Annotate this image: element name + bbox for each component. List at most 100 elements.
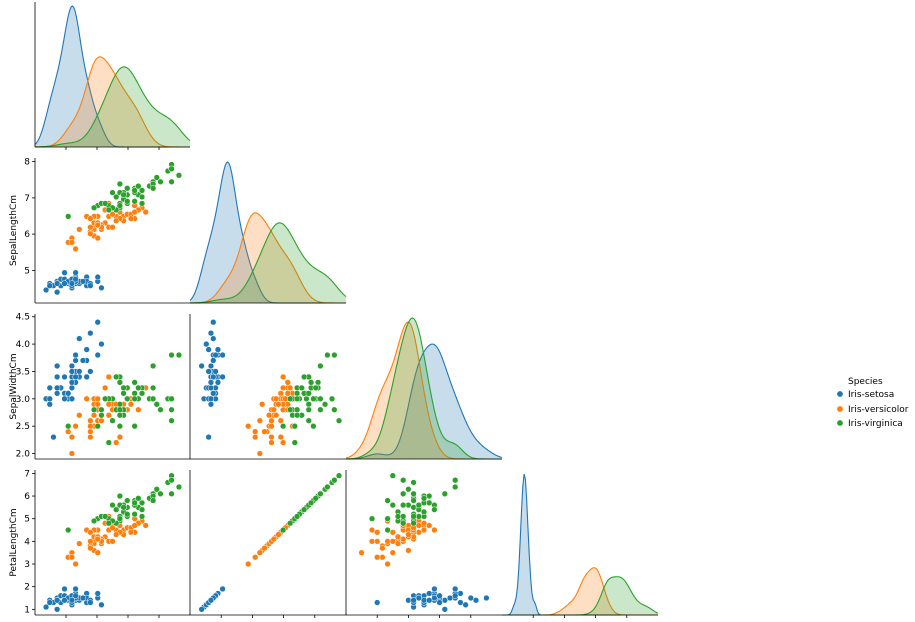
point-iris-virginica: [405, 501, 412, 509]
point-iris-versicolor: [127, 401, 135, 408]
point-iris-setosa: [210, 335, 217, 342]
point-iris-setosa: [98, 340, 105, 348]
point-iris-setosa: [46, 282, 53, 289]
point-iris-setosa: [426, 597, 433, 604]
point-iris-virginica: [426, 499, 433, 507]
point-iris-setosa: [436, 599, 443, 606]
point-iris-versicolor: [379, 545, 386, 552]
point-iris-versicolor: [113, 439, 120, 446]
point-iris-versicolor: [109, 211, 116, 218]
point-iris-setosa: [441, 606, 448, 613]
point-iris-setosa: [68, 597, 76, 604]
point-iris-setosa: [68, 384, 76, 392]
point-iris-virginica: [65, 213, 72, 220]
point-iris-virginica: [90, 204, 98, 211]
point-iris-setosa: [207, 401, 215, 408]
point-iris-virginica: [293, 513, 301, 520]
point-iris-virginica: [312, 495, 319, 502]
y-tick-label: 6: [24, 230, 30, 240]
point-iris-setosa: [72, 592, 79, 599]
point-iris-setosa: [214, 379, 222, 386]
point-iris-setosa: [87, 368, 94, 375]
point-iris-virginica: [400, 513, 407, 520]
point-iris-virginica: [415, 513, 422, 520]
point-iris-setosa: [53, 362, 61, 370]
point-iris-versicolor: [374, 538, 381, 545]
point-iris-virginica: [116, 202, 124, 209]
point-iris-versicolor: [109, 524, 116, 531]
point-iris-versicolor: [420, 520, 428, 527]
point-iris-versicolor: [87, 417, 94, 424]
point-iris-virginica: [415, 501, 422, 509]
point-iris-virginica: [101, 395, 109, 402]
point-iris-virginica: [305, 390, 312, 397]
point-iris-versicolor: [76, 540, 83, 547]
point-iris-setosa: [198, 606, 205, 613]
point-iris-virginica: [410, 479, 417, 486]
point-iris-virginica: [293, 406, 301, 413]
point-iris-versicolor: [426, 522, 433, 529]
point-iris-versicolor: [109, 224, 116, 231]
point-iris-versicolor: [87, 529, 94, 536]
point-iris-setosa: [46, 384, 53, 392]
point-iris-versicolor: [105, 373, 112, 381]
point-iris-setosa: [198, 362, 205, 370]
y-axis-label-petallengthcm: PetalLengthCm: [9, 508, 19, 576]
point-iris-versicolor: [76, 226, 83, 233]
point-iris-virginica: [120, 384, 127, 392]
kde-fill-iris-versicolor-2: [346, 321, 502, 459]
point-iris-virginica: [168, 477, 175, 484]
point-iris-virginica: [120, 504, 127, 511]
point-iris-setosa: [457, 599, 464, 606]
point-iris-versicolor: [277, 390, 284, 397]
y-tick-label: 7: [24, 469, 30, 479]
point-iris-virginica: [116, 492, 124, 500]
point-iris-versicolor: [273, 412, 280, 419]
point-iris-setosa: [76, 368, 83, 375]
point-iris-versicolor: [101, 384, 109, 392]
point-iris-virginica: [307, 379, 315, 386]
point-iris-virginica: [298, 384, 305, 392]
point-iris-versicolor: [286, 384, 294, 392]
point-iris-setosa: [87, 282, 94, 289]
point-iris-virginica: [116, 180, 124, 188]
point-iris-virginica: [109, 189, 116, 196]
y-tick-label: 4.5: [16, 313, 30, 323]
point-iris-virginica: [124, 185, 131, 192]
point-iris-virginica: [441, 490, 448, 497]
point-iris-versicolor: [68, 554, 76, 561]
point-iris-setosa: [210, 319, 217, 326]
point-iris-setosa: [94, 351, 101, 359]
point-iris-versicolor: [68, 239, 76, 246]
point-iris-setosa: [46, 599, 53, 606]
point-iris-versicolor: [277, 417, 284, 424]
point-iris-versicolor: [389, 529, 396, 536]
point-iris-virginica: [113, 506, 120, 513]
point-iris-virginica: [153, 486, 160, 493]
point-iris-setosa: [205, 346, 212, 353]
point-iris-virginica: [138, 187, 146, 194]
point-iris-versicolor: [431, 526, 438, 534]
point-iris-setosa: [420, 597, 428, 604]
point-iris-versicolor: [68, 450, 76, 457]
point-iris-setosa: [61, 280, 68, 287]
point-iris-setosa: [431, 585, 438, 593]
point-iris-versicolor: [277, 433, 284, 441]
point-iris-versicolor: [83, 395, 90, 402]
point-iris-versicolor: [394, 533, 402, 540]
kde-line-iris-virginica-1: [189, 222, 347, 304]
kde-fill-iris-virginica-1: [190, 222, 346, 303]
point-iris-setosa: [205, 433, 212, 441]
point-iris-versicolor: [72, 560, 79, 568]
point-iris-virginica: [317, 395, 324, 402]
point-iris-versicolor: [394, 540, 402, 547]
kde-fill-iris-versicolor-1: [190, 212, 346, 303]
point-iris-setosa: [207, 379, 215, 386]
point-iris-virginica: [138, 506, 146, 513]
point-iris-versicolor: [415, 529, 422, 536]
point-iris-virginica: [105, 206, 112, 214]
point-iris-virginica: [303, 395, 310, 402]
legend-label-iris-versicolor: Iris-versicolor: [848, 405, 909, 415]
point-iris-versicolor: [284, 390, 291, 397]
